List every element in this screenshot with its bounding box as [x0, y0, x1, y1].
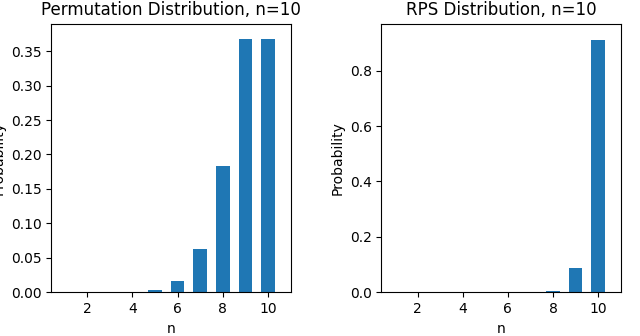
Bar: [261, 39, 275, 292]
Bar: [193, 249, 207, 292]
Bar: [547, 291, 560, 292]
Bar: [171, 281, 184, 292]
Bar: [148, 290, 162, 292]
X-axis label: n: n: [497, 322, 506, 336]
Title: RPS Distribution, n=10: RPS Distribution, n=10: [406, 1, 596, 19]
Bar: [591, 40, 605, 292]
Y-axis label: Probability: Probability: [330, 121, 344, 195]
Title: Permutation Distribution, n=10: Permutation Distribution, n=10: [41, 1, 301, 19]
Bar: [216, 166, 230, 292]
X-axis label: n: n: [166, 322, 175, 336]
Y-axis label: Probability: Probability: [0, 121, 5, 195]
Bar: [569, 268, 582, 292]
Bar: [239, 39, 252, 292]
